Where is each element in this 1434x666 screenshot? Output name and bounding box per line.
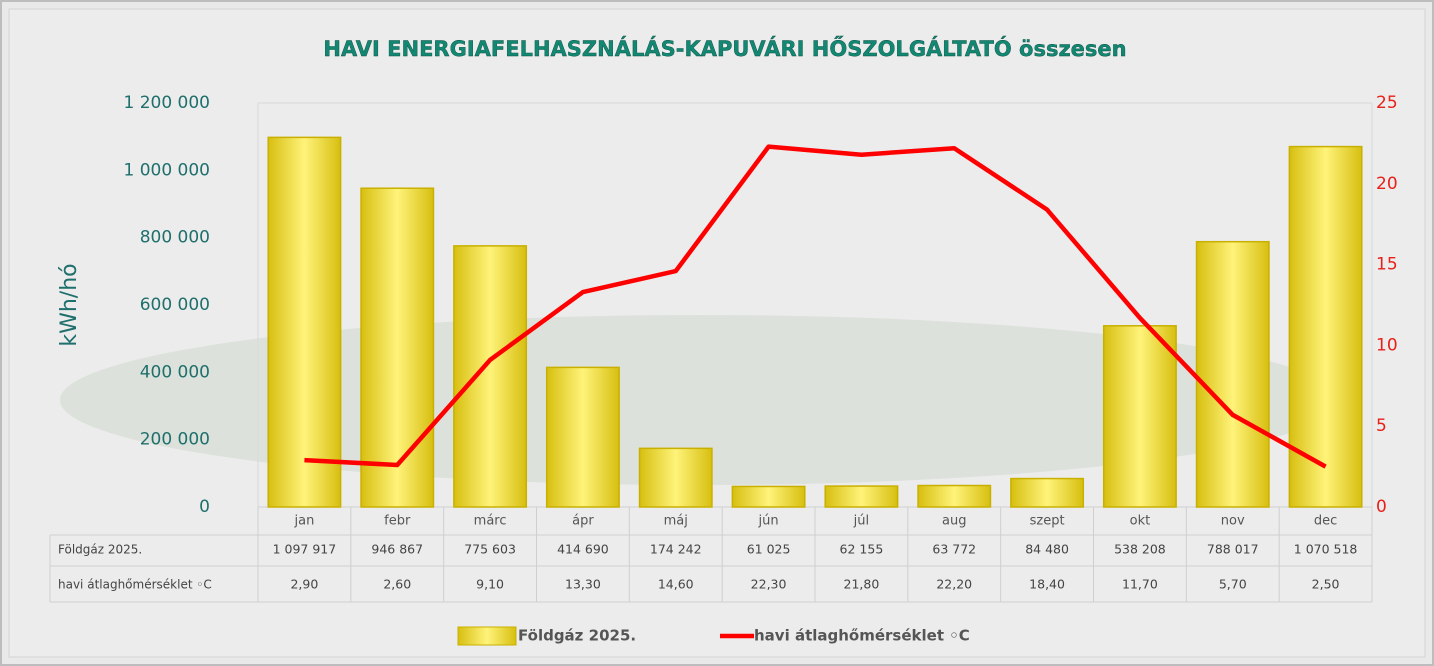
bar <box>267 136 342 508</box>
y-tick-label: 400 000 <box>140 362 210 382</box>
bar <box>917 484 992 508</box>
table-cell: 946 867 <box>371 542 423 557</box>
table-cell: 538 208 <box>1114 542 1166 557</box>
y2-tick-label: 20 <box>1376 174 1398 194</box>
bar <box>360 187 435 508</box>
x-tick-label: máj <box>664 514 688 529</box>
table-cell: 62 155 <box>840 542 884 557</box>
table-cell: 5,70 <box>1219 577 1247 592</box>
x-tick-label: nov <box>1221 514 1245 529</box>
bar <box>824 485 899 508</box>
table-cell: 18,40 <box>1029 577 1065 592</box>
y2-tick-label: 0 <box>1376 497 1387 517</box>
y-tick-label: 600 000 <box>140 295 210 315</box>
table-cell: 61 025 <box>747 542 791 557</box>
table-cell: 22,20 <box>936 577 972 592</box>
table-cell: 1 097 917 <box>273 542 337 557</box>
table-cell: 63 772 <box>932 542 976 557</box>
y-tick-label: 0 <box>199 497 210 517</box>
y-tick-label: 1 000 000 <box>123 160 210 180</box>
y-tick-label: 200 000 <box>140 430 210 450</box>
table-cell: 11,70 <box>1122 577 1158 592</box>
y-tick-label: 1 200 000 <box>123 93 210 113</box>
chart-title: HAVI ENERGIAFELHASZNÁLÁS-KAPUVÁRI HŐSZOL… <box>323 36 1126 61</box>
legend-swatch <box>457 626 517 646</box>
table-cell: 13,30 <box>565 577 601 592</box>
x-tick-label: febr <box>384 514 411 529</box>
bar <box>1102 325 1177 508</box>
legend-label: Földgáz 2025. <box>518 627 636 645</box>
y2-tick-label: 10 <box>1376 335 1398 355</box>
x-tick-label: okt <box>1130 514 1151 529</box>
table-cell: 2,90 <box>290 577 318 592</box>
line <box>304 144 1327 469</box>
table-cell: 84 480 <box>1025 542 1069 557</box>
x-tick-label: jan <box>294 514 315 529</box>
table-cell: 22,30 <box>751 577 787 592</box>
table-cell: 775 603 <box>464 542 516 557</box>
x-tick-label: dec <box>1314 514 1337 529</box>
legend-label: havi átlaghőmérséklet ◦C <box>754 627 970 645</box>
y2-tick-label: 25 <box>1376 93 1398 113</box>
bar <box>638 447 713 508</box>
y2-tick-label: 5 <box>1376 416 1387 436</box>
table-cell: 14,60 <box>658 577 694 592</box>
bar <box>453 245 528 508</box>
y2-tick-label: 15 <box>1376 255 1398 275</box>
table-cell: 1 070 518 <box>1294 542 1358 557</box>
table-cell: 174 242 <box>650 542 702 557</box>
table-cell: 414 690 <box>557 542 609 557</box>
bar <box>1288 145 1363 508</box>
x-tick-label: ápr <box>572 514 594 529</box>
y-axis-title: kWh/hó <box>57 263 82 346</box>
x-tick-label: szept <box>1030 514 1065 529</box>
table-row-header: Földgáz 2025. <box>58 543 142 557</box>
table-cell: 788 017 <box>1207 542 1259 557</box>
table-row-header: havi átlaghőmérséklet ◦C <box>58 578 212 592</box>
x-tick-label: márc <box>474 514 507 529</box>
bar <box>731 485 806 508</box>
x-tick-label: aug <box>942 514 966 529</box>
bar <box>1195 240 1270 508</box>
table-cell: 9,10 <box>476 577 504 592</box>
x-tick-label: jún <box>758 514 779 529</box>
table-cell: 2,50 <box>1312 577 1340 592</box>
bar <box>1010 477 1085 508</box>
table-cell: 2,60 <box>383 577 411 592</box>
x-tick-label: júl <box>853 514 869 529</box>
bar <box>545 366 620 508</box>
table-cell: 21,80 <box>844 577 880 592</box>
y-tick-label: 800 000 <box>140 228 210 248</box>
